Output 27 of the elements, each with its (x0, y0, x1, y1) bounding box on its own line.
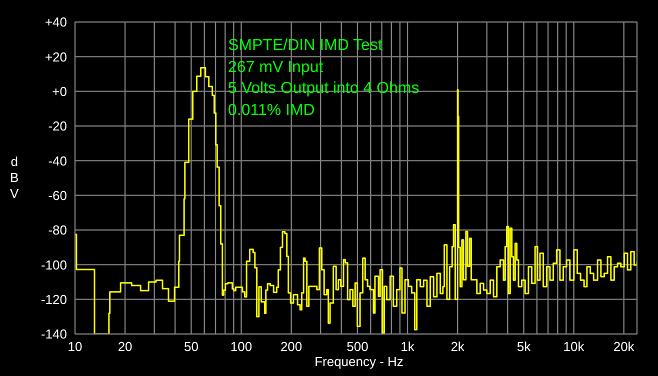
x-tick-label: 20 (118, 339, 132, 354)
y-tick-label: -20 (48, 118, 67, 134)
x-tick-label: 2k (450, 339, 465, 354)
y-tick-label: -100 (40, 257, 67, 272)
x-tick-label: 500 (346, 339, 368, 354)
annotation: 0.011% IMD (228, 100, 316, 120)
x-tick-label: 200 (280, 339, 302, 354)
y-tick-label: +0 (52, 84, 67, 99)
y-tick-label: +40 (44, 14, 67, 30)
y-axis-title: dBV (10, 154, 19, 202)
y-tick-label: -60 (48, 188, 67, 203)
annotation: SMPTE/DIN IMD Test (228, 36, 384, 56)
y-tick-label: +20 (44, 49, 67, 64)
x-tick-label: 20k (613, 339, 635, 354)
y-tick-label: -120 (40, 292, 67, 307)
annotation: 267 mV Input (228, 58, 324, 78)
y-tick-label: -40 (48, 153, 67, 168)
y-tick-label: -140 (40, 326, 67, 342)
x-tick-label: 50 (184, 339, 198, 354)
x-tick-label: 1k (400, 339, 415, 354)
annotation: 5 Volts Output into 4 Ohms (228, 79, 420, 99)
x-tick-label: 10k (563, 339, 585, 354)
x-tick-label: 100 (230, 339, 252, 354)
x-axis-title: Frequency - Hz (314, 354, 404, 369)
x-tick-label: 10 (68, 339, 82, 354)
y-tick-label: -80 (48, 222, 67, 238)
x-tick-label: 5k (516, 339, 532, 354)
